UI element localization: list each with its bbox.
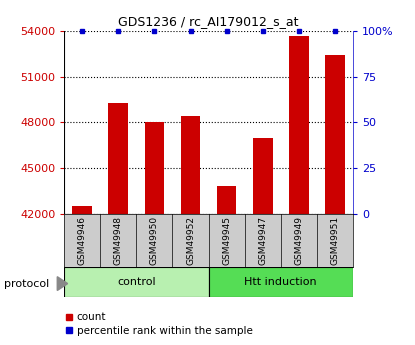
Text: protocol: protocol <box>4 279 49 288</box>
Bar <box>253 138 273 214</box>
Title: GDS1236 / rc_AI179012_s_at: GDS1236 / rc_AI179012_s_at <box>118 16 299 29</box>
Text: GSM49950: GSM49950 <box>150 216 159 265</box>
Text: GSM49952: GSM49952 <box>186 216 195 265</box>
Text: control: control <box>117 277 156 287</box>
Bar <box>144 122 164 214</box>
Text: GSM49945: GSM49945 <box>222 216 231 265</box>
Bar <box>289 36 309 214</box>
Text: GSM49949: GSM49949 <box>294 216 303 265</box>
Text: Htt induction: Htt induction <box>244 277 317 287</box>
Bar <box>325 56 344 214</box>
Bar <box>73 206 92 214</box>
Text: GSM49951: GSM49951 <box>330 216 339 265</box>
Polygon shape <box>57 277 68 290</box>
Bar <box>209 267 353 297</box>
Legend: count, percentile rank within the sample: count, percentile rank within the sample <box>61 308 257 340</box>
Text: GSM49946: GSM49946 <box>78 216 87 265</box>
Bar <box>108 103 128 214</box>
Bar <box>181 116 200 214</box>
Text: GSM49947: GSM49947 <box>258 216 267 265</box>
Text: GSM49948: GSM49948 <box>114 216 123 265</box>
Bar <box>217 186 237 214</box>
Bar <box>64 267 209 297</box>
